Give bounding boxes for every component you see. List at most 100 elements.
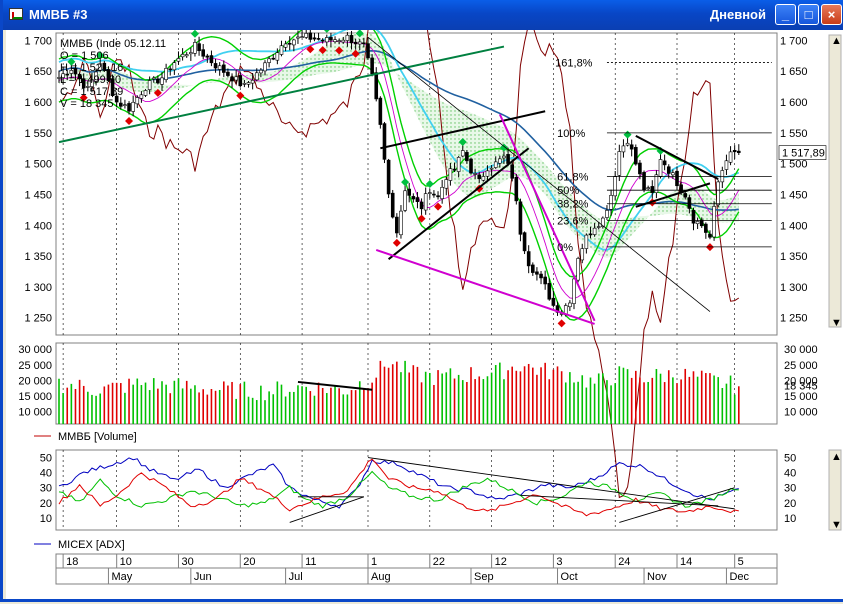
price-tick-left: 1 500 bbox=[24, 159, 52, 171]
candle-body bbox=[102, 62, 107, 70]
candle-body bbox=[287, 43, 292, 45]
candle-body bbox=[61, 73, 65, 78]
candle-body bbox=[329, 37, 333, 41]
candle-body bbox=[720, 170, 725, 183]
minus-di-line bbox=[58, 458, 739, 517]
candle-body bbox=[119, 102, 123, 107]
adx-tick-left: 10 bbox=[40, 513, 52, 525]
day-label: 5 bbox=[738, 556, 744, 568]
candle-body bbox=[160, 77, 164, 85]
fibonacci-level-label: 161,8% bbox=[555, 58, 593, 70]
candle-body bbox=[86, 86, 90, 88]
candle-body bbox=[588, 233, 593, 236]
adx-scrollbar[interactable] bbox=[828, 449, 842, 531]
candle-body bbox=[415, 197, 420, 202]
candle-body bbox=[386, 159, 391, 195]
rising-wedge-upper-line bbox=[380, 110, 546, 150]
green-upper-band bbox=[58, 19, 740, 278]
adx-tick-right: 50 bbox=[784, 453, 796, 465]
price-tick-left: 1 600 bbox=[24, 97, 52, 109]
candle-body bbox=[222, 64, 226, 73]
candle-body bbox=[675, 170, 679, 187]
fractal-down-icon bbox=[434, 202, 443, 211]
candle-body bbox=[366, 43, 370, 59]
volume-legend: ММВБ [Volume] bbox=[58, 431, 137, 443]
candle-body bbox=[324, 37, 329, 43]
candle-body bbox=[432, 193, 436, 196]
green-support-trendline bbox=[58, 45, 505, 144]
candle-body bbox=[646, 187, 650, 189]
day-label: 20 bbox=[243, 556, 255, 568]
candle-body bbox=[73, 68, 78, 75]
candle-body bbox=[283, 43, 288, 48]
fractal-down-icon bbox=[79, 93, 88, 102]
candle-body bbox=[535, 271, 539, 275]
candle-body bbox=[498, 158, 502, 164]
candle-body bbox=[502, 155, 506, 159]
volume-tick-left: 15 000 bbox=[18, 391, 52, 403]
candle-body bbox=[465, 152, 469, 162]
candle-body bbox=[460, 150, 465, 157]
adx-tick-right: 30 bbox=[784, 483, 796, 495]
candle-body bbox=[658, 159, 663, 177]
adx-trendline bbox=[367, 457, 735, 510]
close-button[interactable]: × bbox=[821, 4, 842, 25]
candle-body bbox=[143, 90, 148, 96]
title-bar[interactable]: ММВБ #3 Дневной _ □ × bbox=[3, 0, 843, 30]
candle-body bbox=[279, 45, 284, 55]
day-label: 18 bbox=[66, 556, 78, 568]
minimize-button[interactable]: _ bbox=[775, 4, 796, 25]
fractal-down-icon bbox=[351, 49, 360, 58]
fibonacci-level-label: 0% bbox=[557, 242, 573, 254]
maximize-button[interactable]: □ bbox=[798, 4, 819, 25]
candle-body bbox=[267, 58, 271, 63]
adx-scroll-up-icon[interactable]: ▲ bbox=[831, 451, 842, 463]
candle-body bbox=[712, 206, 716, 238]
last-volume-label: 18 345 bbox=[784, 381, 818, 393]
volume-tick-right: 30 000 bbox=[784, 344, 818, 356]
candle-body bbox=[164, 68, 168, 80]
candle-body bbox=[378, 97, 383, 125]
candle-body bbox=[98, 63, 102, 71]
candle-body bbox=[333, 39, 337, 43]
candle-body bbox=[473, 173, 477, 175]
price-tick-left: 1 400 bbox=[24, 220, 52, 232]
price-scrollbar[interactable] bbox=[828, 34, 842, 328]
candle-body bbox=[518, 201, 523, 235]
candle-body bbox=[699, 219, 704, 227]
candle-body bbox=[732, 150, 737, 153]
candle-body bbox=[539, 273, 543, 279]
volume-tick-left: 30 000 bbox=[18, 344, 52, 356]
info-low: L = 1 499,80 bbox=[60, 74, 121, 86]
candle-body bbox=[736, 150, 741, 153]
price-tick-left: 1 350 bbox=[24, 251, 52, 263]
magenta-ma-line bbox=[58, 40, 740, 299]
candle-body bbox=[349, 35, 354, 44]
candle-body bbox=[452, 168, 457, 171]
candle-body bbox=[728, 151, 733, 163]
adx-scroll-down-icon[interactable]: ▼ bbox=[831, 519, 842, 531]
chart-svg: 161,8% 100% 61,8%50% 38,2% 23,6% 0% 1 700 1 70… bbox=[18, 0, 842, 585]
adx-trendline bbox=[520, 494, 719, 507]
candle-body bbox=[621, 145, 626, 153]
fractal-down-icon bbox=[335, 46, 344, 55]
day-label: 22 bbox=[433, 556, 445, 568]
triangle-lower-line bbox=[635, 182, 711, 208]
candle-body bbox=[147, 80, 152, 90]
candle-body bbox=[687, 197, 692, 209]
volume-tick-left: 20 000 bbox=[18, 375, 52, 387]
month-label: Sep bbox=[474, 571, 494, 583]
candle-body bbox=[638, 162, 642, 175]
last-price-box bbox=[778, 145, 827, 160]
scroll-down-icon[interactable]: ▼ bbox=[831, 317, 842, 329]
candle-body bbox=[514, 176, 519, 202]
price-tick-right: 1 400 bbox=[780, 220, 808, 232]
window-title: ММВБ #3 bbox=[29, 7, 88, 22]
candle-body bbox=[629, 144, 634, 150]
scroll-up-icon[interactable]: ▲ bbox=[831, 35, 842, 47]
candle-body bbox=[180, 54, 185, 58]
fractal-up-icon bbox=[499, 143, 508, 152]
candle-body bbox=[156, 78, 160, 84]
fractal-up-icon bbox=[425, 179, 434, 188]
